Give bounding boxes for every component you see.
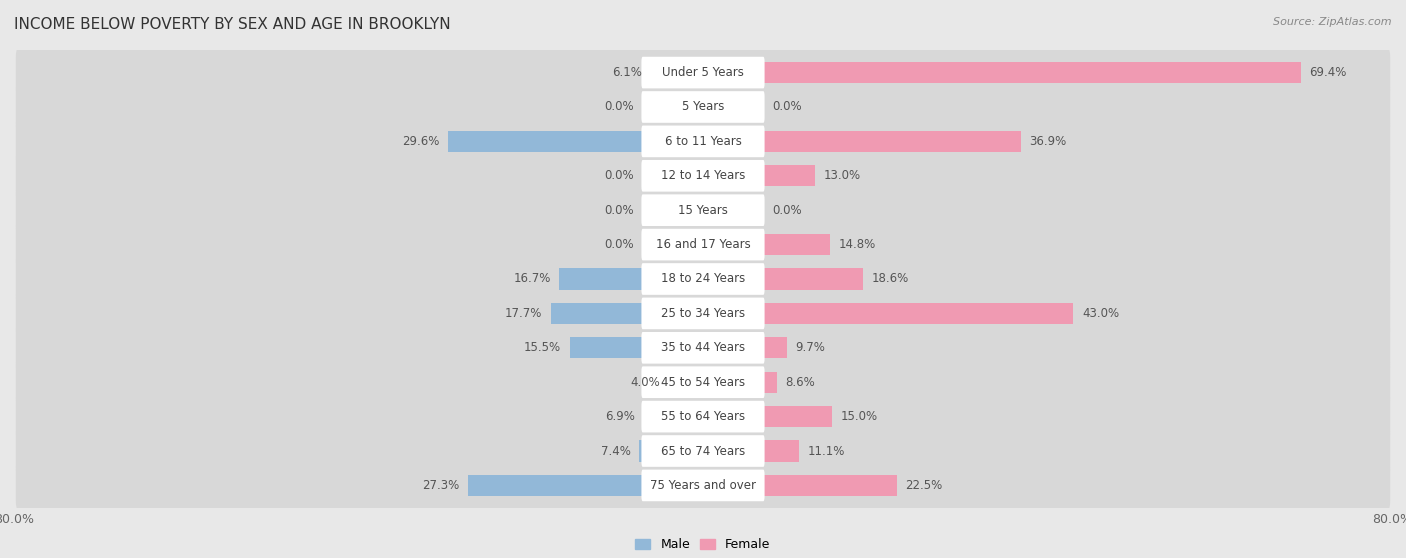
Bar (560, 268, 703, 290)
Bar (651, 62, 703, 83)
FancyBboxPatch shape (641, 229, 765, 261)
FancyBboxPatch shape (641, 160, 765, 191)
Text: 5 Years: 5 Years (682, 100, 724, 113)
Bar (703, 303, 1073, 324)
Text: 4.0%: 4.0% (630, 376, 659, 389)
FancyBboxPatch shape (15, 460, 1391, 511)
FancyBboxPatch shape (641, 367, 765, 398)
Text: 43.0%: 43.0% (1083, 307, 1119, 320)
Text: 8.6%: 8.6% (786, 376, 815, 389)
Bar (703, 475, 897, 496)
Text: 36.9%: 36.9% (1029, 135, 1067, 148)
Text: Source: ZipAtlas.com: Source: ZipAtlas.com (1274, 17, 1392, 27)
FancyBboxPatch shape (641, 435, 765, 467)
FancyBboxPatch shape (641, 91, 765, 123)
Bar (703, 165, 815, 186)
Text: 35 to 44 Years: 35 to 44 Years (661, 341, 745, 354)
FancyBboxPatch shape (641, 57, 765, 88)
FancyBboxPatch shape (15, 392, 1391, 441)
Text: 65 to 74 Years: 65 to 74 Years (661, 445, 745, 458)
Text: 0.0%: 0.0% (605, 100, 634, 113)
Text: 9.7%: 9.7% (796, 341, 825, 354)
FancyBboxPatch shape (15, 323, 1391, 373)
Legend: Male, Female: Male, Female (630, 533, 776, 556)
Text: 0.0%: 0.0% (772, 100, 801, 113)
Text: INCOME BELOW POVERTY BY SEX AND AGE IN BROOKLYN: INCOME BELOW POVERTY BY SEX AND AGE IN B… (14, 17, 451, 32)
Bar (703, 62, 1301, 83)
Bar (703, 440, 799, 461)
Text: 7.4%: 7.4% (600, 445, 631, 458)
Text: 75 Years and over: 75 Years and over (650, 479, 756, 492)
Text: 15.0%: 15.0% (841, 410, 877, 423)
Text: 55 to 64 Years: 55 to 64 Years (661, 410, 745, 423)
Text: 17.7%: 17.7% (505, 307, 541, 320)
Text: 15.5%: 15.5% (524, 341, 561, 354)
Text: 18.6%: 18.6% (872, 272, 910, 286)
FancyBboxPatch shape (641, 263, 765, 295)
FancyBboxPatch shape (641, 332, 765, 364)
Text: 6.1%: 6.1% (612, 66, 643, 79)
FancyBboxPatch shape (15, 82, 1391, 132)
Text: 25 to 34 Years: 25 to 34 Years (661, 307, 745, 320)
FancyBboxPatch shape (641, 194, 765, 226)
Bar (703, 268, 863, 290)
Text: 45 to 54 Years: 45 to 54 Years (661, 376, 745, 389)
Bar (449, 131, 703, 152)
Text: 22.5%: 22.5% (905, 479, 942, 492)
Bar (703, 406, 832, 427)
Text: 0.0%: 0.0% (605, 169, 634, 182)
Bar (703, 372, 778, 393)
Text: 18 to 24 Years: 18 to 24 Years (661, 272, 745, 286)
Text: 27.3%: 27.3% (422, 479, 460, 492)
Text: 15 Years: 15 Years (678, 204, 728, 217)
Bar (640, 440, 703, 461)
FancyBboxPatch shape (15, 288, 1391, 338)
FancyBboxPatch shape (15, 151, 1391, 201)
Text: 11.1%: 11.1% (807, 445, 845, 458)
Text: Under 5 Years: Under 5 Years (662, 66, 744, 79)
Text: 12 to 14 Years: 12 to 14 Years (661, 169, 745, 182)
FancyBboxPatch shape (15, 357, 1391, 407)
FancyBboxPatch shape (641, 126, 765, 157)
FancyBboxPatch shape (15, 117, 1391, 166)
Text: 6 to 11 Years: 6 to 11 Years (665, 135, 741, 148)
Bar (703, 337, 786, 358)
FancyBboxPatch shape (15, 220, 1391, 270)
Text: 0.0%: 0.0% (605, 238, 634, 251)
Bar (569, 337, 703, 358)
Bar (468, 475, 703, 496)
Text: 16 and 17 Years: 16 and 17 Years (655, 238, 751, 251)
FancyBboxPatch shape (641, 401, 765, 432)
Bar (551, 303, 703, 324)
FancyBboxPatch shape (15, 426, 1391, 476)
Text: 13.0%: 13.0% (824, 169, 860, 182)
Text: 16.7%: 16.7% (513, 272, 551, 286)
Bar (644, 406, 703, 427)
Text: 0.0%: 0.0% (772, 204, 801, 217)
Bar (703, 131, 1021, 152)
Bar (669, 372, 703, 393)
Bar (703, 234, 831, 255)
FancyBboxPatch shape (15, 254, 1391, 304)
FancyBboxPatch shape (15, 47, 1391, 98)
Text: 14.8%: 14.8% (839, 238, 876, 251)
Text: 69.4%: 69.4% (1309, 66, 1347, 79)
FancyBboxPatch shape (641, 297, 765, 329)
FancyBboxPatch shape (15, 185, 1391, 235)
FancyBboxPatch shape (641, 470, 765, 501)
Text: 0.0%: 0.0% (605, 204, 634, 217)
Text: 6.9%: 6.9% (605, 410, 636, 423)
Text: 29.6%: 29.6% (402, 135, 440, 148)
